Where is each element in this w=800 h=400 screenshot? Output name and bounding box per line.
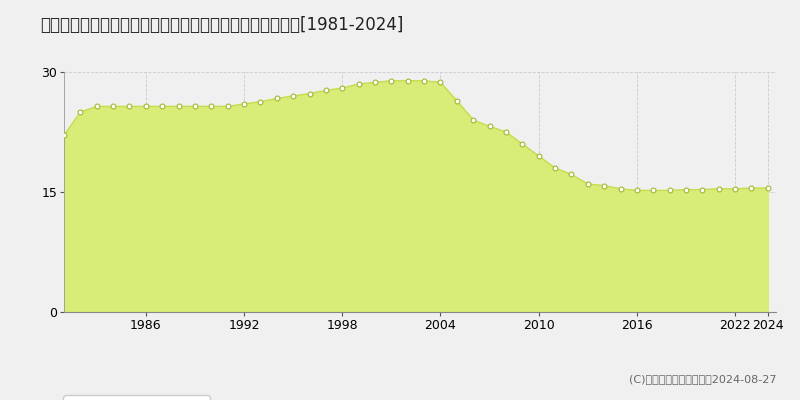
Text: (C)土地価格ドットコム　2024-08-27: (C)土地価格ドットコム 2024-08-27 <box>629 374 776 384</box>
Text: 青森県青森市筄田１丁目２３番２１　地価公示　地価推移[1981-2024]: 青森県青森市筄田１丁目２３番２１ 地価公示 地価推移[1981-2024] <box>40 16 403 34</box>
Legend: 地価公示　平均坤単価(万円/坤): 地価公示 平均坤単価(万円/坤) <box>63 396 210 400</box>
